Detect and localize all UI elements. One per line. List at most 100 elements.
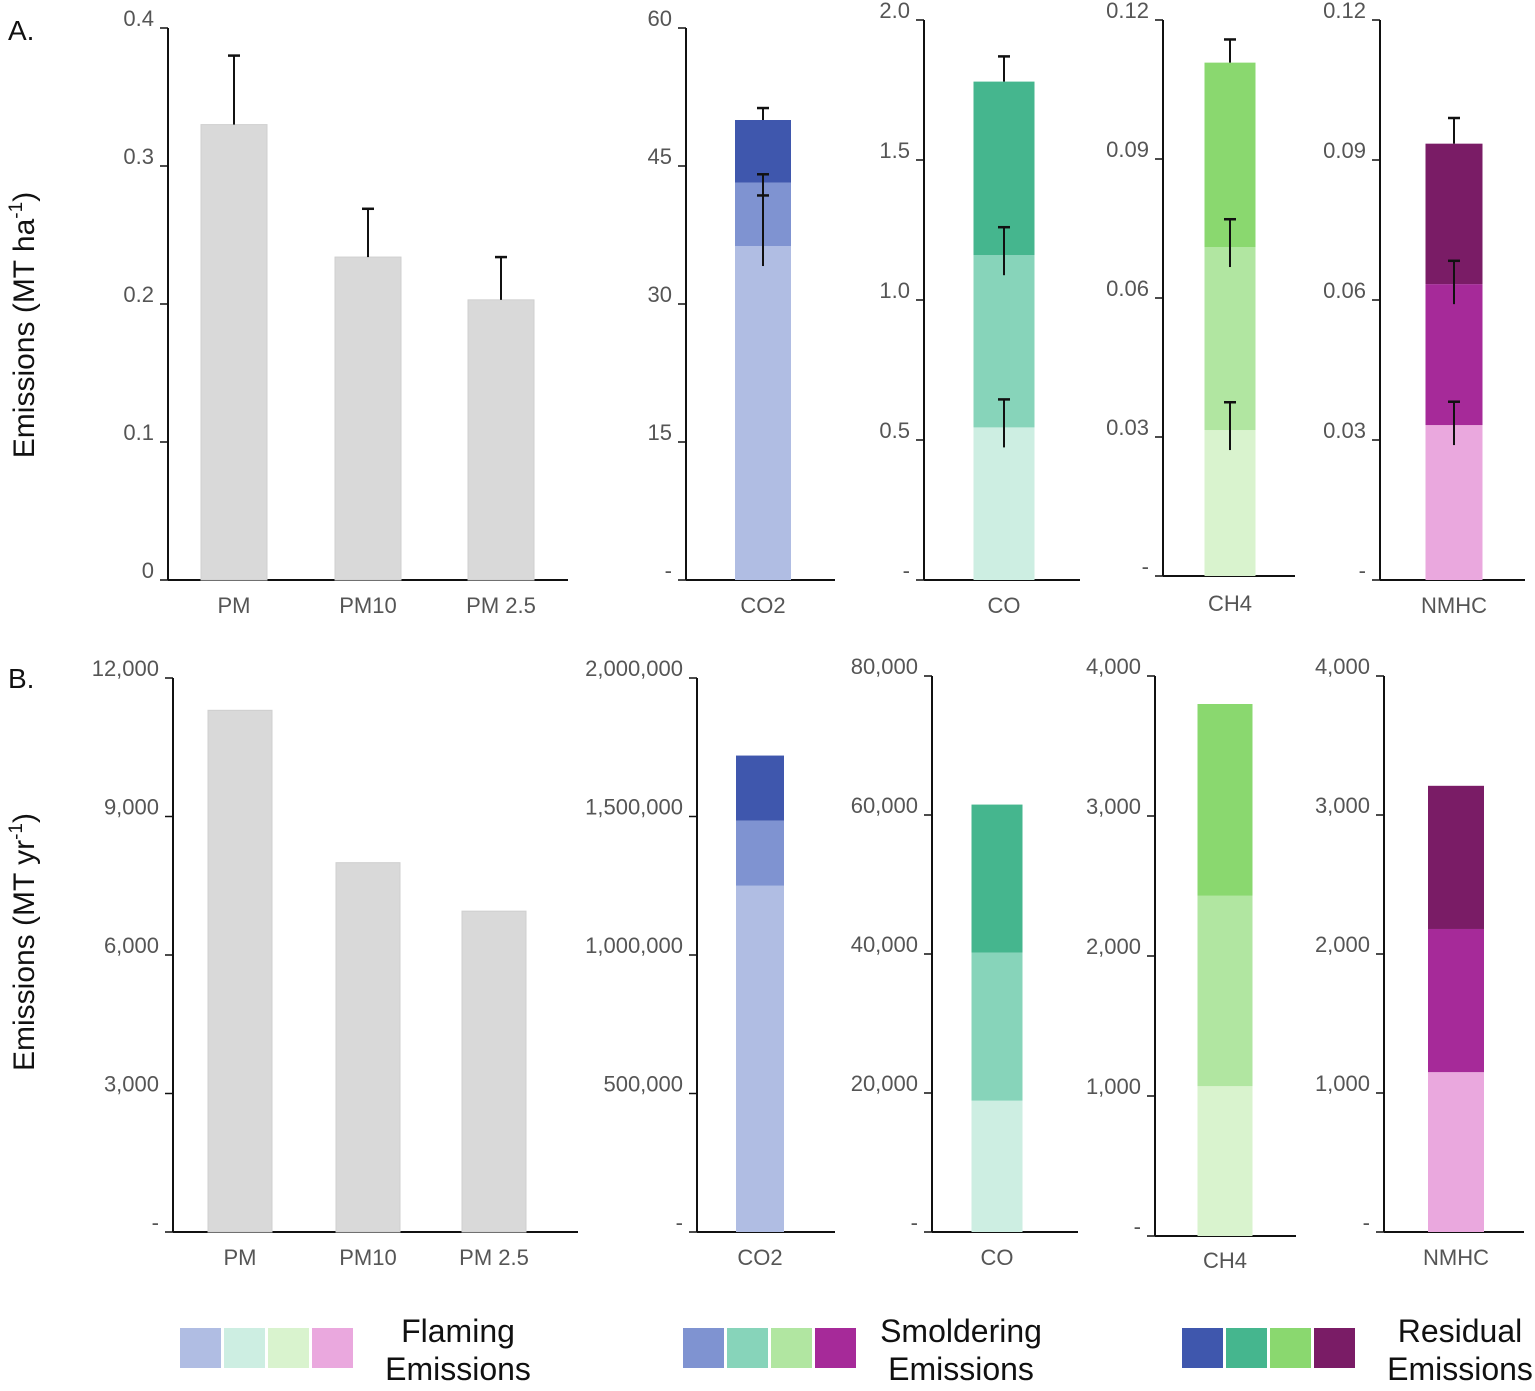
x-category-label: CH4 [1203,1248,1247,1273]
y-tick-label: 80,000 [851,654,918,679]
y-tick-label: 0.03 [1323,418,1366,443]
y-tick-label: 0.1 [123,420,154,445]
bar-segment-flaming [735,246,791,581]
y-tick-label: - [1359,558,1366,583]
bar-segment-flaming [736,885,784,1232]
y-tick-label: 6,000 [104,933,159,958]
y-tick-label: 1,000 [1086,1074,1141,1099]
bar-pm10 [335,862,401,1233]
bar-segment-smoldering [736,820,784,886]
y-tick-label: 0.5 [879,418,910,443]
legend-swatch [727,1328,768,1368]
bar-segment-smoldering [1428,928,1484,1073]
y-tick-label: 1,000,000 [585,933,683,958]
bar-pm [207,709,273,1233]
legend-label-line1: Residual [1398,1313,1523,1349]
legend-swatch [312,1328,353,1368]
y-tick-label: 0.12 [1106,0,1149,23]
y-tick-label: 500,000 [603,1072,683,1097]
y-tick-label: 4,000 [1315,654,1370,679]
chart-b-ch4: - 1,000 2,000 3,000 4,000 CH4 [1086,654,1296,1273]
bar-segment-flaming [1197,1086,1253,1236]
x-category-label: PM10 [339,593,396,618]
chart-b-co2: - 500,000 1,000,000 1,500,000 2,000,000 CO2 [585,656,835,1270]
x-category-label: CO2 [740,593,785,618]
y-tick-label: 12,000 [92,656,159,681]
x-category-label: CH4 [1208,591,1252,616]
y-tick-label: 60 [648,6,672,31]
legend-label-line1: Smoldering [880,1313,1042,1349]
x-category-label: PM [218,593,251,618]
bar-segment-flaming [1204,430,1256,576]
legend-swatch [1182,1328,1223,1368]
bar-segment-residual [736,755,784,821]
bar-pm2.5 [467,299,535,581]
legend-swatch [224,1328,265,1368]
panel-b-ylabel: Emissions (MT yr-1) [6,813,41,1071]
y-tick-label: - [1363,1210,1370,1235]
y-tick-label: - [665,558,672,583]
y-tick-label: 30 [648,282,672,307]
y-tick-label: 0.12 [1323,0,1366,23]
y-tick-label: 0 [142,558,154,583]
y-tick-label: 2.0 [879,0,910,23]
bar-segment-residual [1204,62,1256,248]
x-category-label: CO2 [737,1245,782,1270]
y-tick-label: 4,000 [1086,654,1141,679]
y-tick-label: 60,000 [851,793,918,818]
bar-segment-smoldering [1197,895,1253,1087]
bar-segment-smoldering [971,952,1023,1101]
legend-swatch [683,1328,724,1368]
y-tick-label: 1,500,000 [585,795,683,820]
y-tick-label: 0.06 [1106,276,1149,301]
bar-segment-residual [1197,704,1253,896]
bar-segment-flaming [973,427,1035,580]
chart-a-ch4: - 0.03 0.06 0.09 0.12 CH4 [1106,0,1295,616]
x-category-label: CO [981,1245,1014,1270]
y-tick-label: 0.2 [123,282,154,307]
bar-segment-smoldering [1204,247,1256,431]
legend: FlamingEmissionsSmolderingEmissionsResid… [180,1313,1533,1387]
y-tick-label: - [1134,1214,1141,1239]
y-tick-label: 0.4 [123,6,154,31]
y-tick-label: 0.09 [1323,138,1366,163]
x-category-label: PM 2.5 [466,593,536,618]
y-tick-label: 0.06 [1323,278,1366,303]
bar-segment-residual [735,120,791,183]
x-category-label: PM 2.5 [459,1245,529,1270]
y-tick-label: 1.0 [879,278,910,303]
chart-a-nmhc: - 0.03 0.06 0.09 0.12 NMHC [1323,0,1525,618]
x-category-label: PM10 [339,1245,396,1270]
x-category-label: CO [988,593,1021,618]
panel-b-letter: B. [8,663,34,694]
y-tick-label: - [903,558,910,583]
y-tick-label: 3,000 [104,1072,159,1097]
chart-b-nmhc: - 1,000 2,000 3,000 4,000 NMHC [1315,654,1524,1270]
y-tick-label: - [911,1210,918,1235]
y-tick-label: 0.09 [1106,137,1149,162]
bar-segment-flaming [1425,425,1483,580]
y-tick-label: 0.03 [1106,415,1149,440]
y-tick-label: 45 [648,144,672,169]
legend-swatch [815,1328,856,1368]
legend-swatch [268,1328,309,1368]
chart-b-pm-pm10-pm2.5: - 3,000 6,000 9,000 12,000 PM PM10 PM 2.5 [92,656,578,1270]
y-tick-label: 40,000 [851,932,918,957]
x-category-label: NMHC [1421,593,1487,618]
y-tick-label: 1,000 [1315,1071,1370,1096]
y-tick-label: 1.5 [879,138,910,163]
legend-swatch [771,1328,812,1368]
y-tick-label: 0.3 [123,144,154,169]
bar-segment-flaming [1428,1072,1484,1232]
legend-label-line2: Emissions [385,1351,531,1387]
bar-pm10 [334,256,402,581]
legend-label-line1: Flaming [401,1313,515,1349]
y-tick-label: - [1142,554,1149,579]
y-tick-label: 2,000 [1086,934,1141,959]
y-tick-label: 9,000 [104,795,159,820]
chart-a-co2: - 15 30 45 60 CO2 [648,6,835,618]
legend-label-line2: Emissions [1387,1351,1533,1387]
